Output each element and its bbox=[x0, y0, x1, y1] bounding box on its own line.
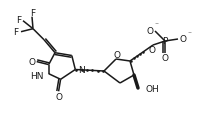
Text: N: N bbox=[78, 65, 85, 74]
Text: OH: OH bbox=[145, 85, 159, 94]
Text: ⁻: ⁻ bbox=[154, 20, 158, 29]
Text: O: O bbox=[55, 92, 62, 101]
Text: O: O bbox=[114, 51, 120, 60]
Text: O: O bbox=[180, 35, 186, 44]
Text: O: O bbox=[28, 58, 35, 66]
Text: P: P bbox=[162, 37, 168, 46]
Text: ⁻: ⁻ bbox=[187, 29, 191, 38]
Text: O: O bbox=[161, 54, 169, 63]
Text: F: F bbox=[13, 28, 18, 37]
Text: O: O bbox=[146, 26, 154, 35]
Text: F: F bbox=[16, 16, 22, 25]
Text: O: O bbox=[149, 46, 155, 55]
Text: HN: HN bbox=[30, 72, 44, 80]
Text: F: F bbox=[31, 9, 35, 18]
